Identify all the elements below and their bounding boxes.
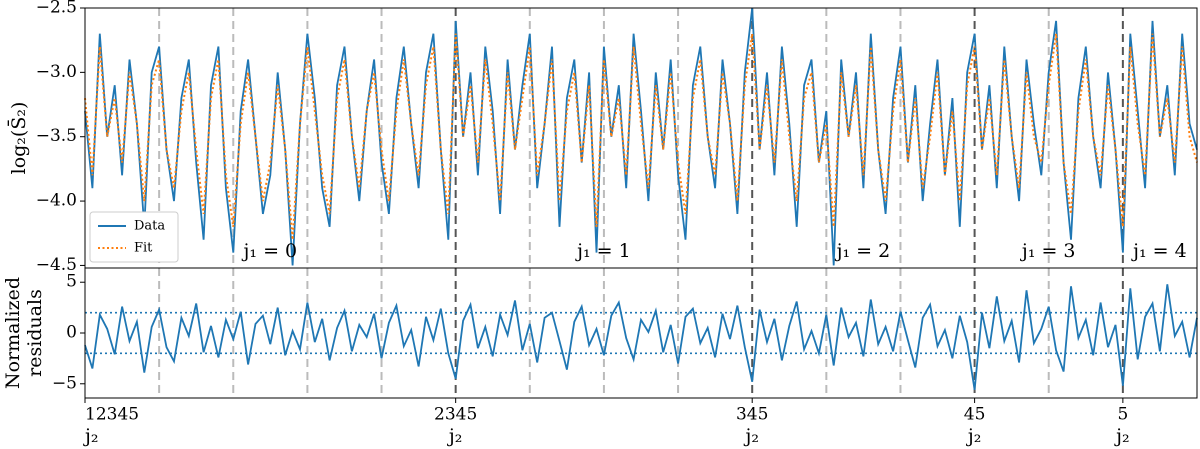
x-tick-label: 2345	[434, 405, 477, 425]
series-line	[84, 33, 1198, 240]
x-tick-label: 45	[964, 405, 986, 425]
legend-label: Fit	[134, 241, 153, 256]
x-axis-label: j₂	[743, 425, 759, 447]
annotation: j₁ = 3	[1020, 240, 1076, 262]
x-axis-label: j₂	[83, 425, 99, 447]
annotation: j₁ = 1	[575, 240, 631, 262]
x-tick-label: 5	[1117, 405, 1128, 425]
x-axis-label: j₂	[966, 425, 982, 447]
legend: Data Fit	[89, 211, 179, 263]
y-axis-label: residuals	[24, 289, 46, 377]
y-axis-label: Normalized	[2, 277, 24, 389]
y-axis-label: log₂(S̄₂)	[7, 102, 30, 175]
annotation: j₁ = 2	[835, 240, 891, 262]
plot-frame	[84, 7, 1198, 269]
plot-frame	[84, 267, 1198, 399]
series-line	[84, 284, 1198, 391]
series-line	[84, 7, 1198, 266]
x-tick-label: 345	[736, 405, 768, 425]
legend-box	[89, 211, 179, 263]
annotation: j₁ = 4	[1131, 240, 1187, 262]
legend-label: Data	[134, 219, 165, 234]
y-tick-label: −3.5	[36, 126, 77, 146]
y-tick-label: −4.5	[36, 255, 77, 275]
annotation: j₁ = 0	[242, 240, 298, 262]
y-tick-label: −2.5	[36, 0, 77, 18]
x-axis-label: j₂	[1114, 425, 1130, 447]
x-axis-label: j₂	[447, 425, 463, 447]
y-tick-label: −3.0	[36, 62, 77, 82]
y-tick-label: −4.0	[36, 191, 77, 211]
y-tick-label: −5	[52, 373, 77, 393]
y-tick-label: 0	[66, 323, 77, 343]
x-tick-label: 12345	[85, 405, 139, 425]
y-tick-label: 5	[66, 272, 77, 292]
